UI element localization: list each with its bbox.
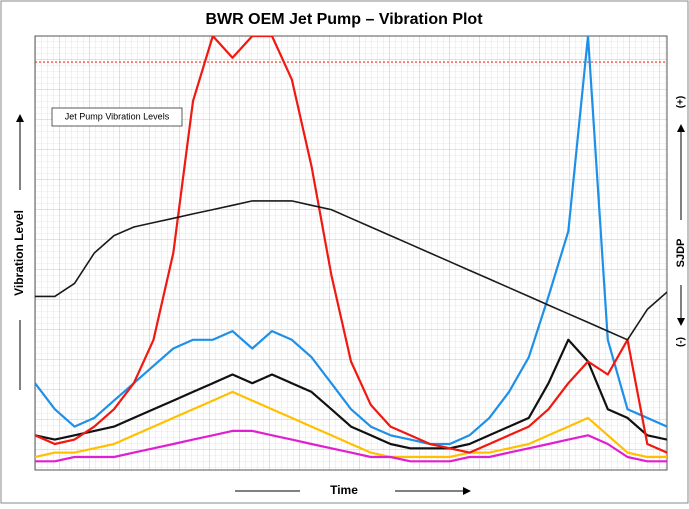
annotation: Jet Pump Vibration Levels — [65, 111, 170, 121]
sjdp-line — [35, 200, 667, 341]
series-line — [35, 429, 667, 463]
series-line — [35, 36, 667, 454]
x-axis-label: Time — [330, 483, 358, 497]
y-axis-label: Vibration Level — [12, 210, 26, 296]
y2-minus: (-) — [676, 337, 687, 347]
series-line — [35, 390, 667, 459]
plot-area — [34, 35, 668, 471]
series-line — [35, 36, 667, 446]
series-line — [35, 338, 667, 450]
annotation-box — [51, 107, 183, 127]
y2-axis-label: SJDP — [675, 239, 687, 268]
chart-title: BWR OEM Jet Pump – Vibration Plot — [205, 11, 483, 28]
y2-plus: (+) — [676, 96, 687, 109]
